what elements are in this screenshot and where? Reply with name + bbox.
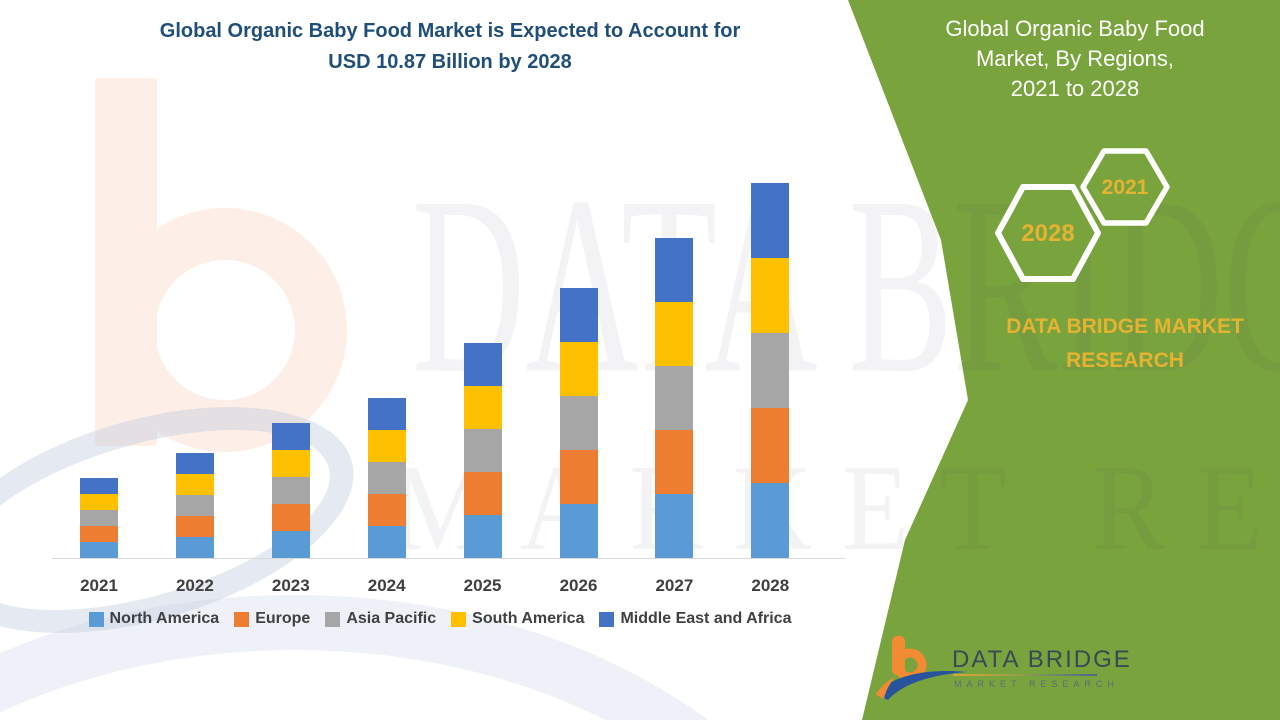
hexagon-2021 xyxy=(1080,148,1170,226)
legend-label-north-america: North America xyxy=(109,610,220,627)
x-axis-label-2023: 2023 xyxy=(271,576,310,595)
stacked-bar-2022 xyxy=(175,453,214,558)
legend-item-asia-pacific: Asia Pacific xyxy=(325,610,436,628)
segment-asia-pacific xyxy=(655,366,694,430)
legend-swatch-south-america xyxy=(451,611,467,627)
segment-middle-east-and-africa xyxy=(559,288,598,342)
segment-south-america xyxy=(559,342,598,396)
segment-europe xyxy=(463,472,502,515)
segment-europe xyxy=(271,504,310,531)
brand-text: DATA BRIDGE MARKET RESEARCH xyxy=(1006,315,1244,372)
segment-middle-east-and-africa xyxy=(271,423,310,450)
segment-asia-pacific xyxy=(751,333,790,408)
segment-middle-east-and-africa xyxy=(367,398,406,430)
data-bridge-logo-icon xyxy=(876,636,968,700)
segment-north-america xyxy=(175,537,214,558)
segment-asia-pacific xyxy=(559,396,598,450)
legend-swatch-asia-pacific xyxy=(325,611,341,627)
segment-north-america xyxy=(655,494,694,558)
segment-middle-east-and-africa xyxy=(175,453,214,474)
stacked-bar-2021 xyxy=(80,478,118,558)
segment-asia-pacific xyxy=(463,429,502,472)
green-panel-shape xyxy=(848,0,1280,720)
x-axis-label-2026: 2026 xyxy=(559,576,598,595)
stacked-bar-2025 xyxy=(463,343,502,558)
legend-label-asia-pacific: Asia Pacific xyxy=(346,610,437,627)
segment-asia-pacific xyxy=(271,477,310,504)
x-axis-line xyxy=(52,558,845,559)
stacked-bar-2024 xyxy=(367,398,406,558)
stacked-bar-2023 xyxy=(271,423,310,558)
segment-south-america xyxy=(655,302,694,366)
chart-title: Global Organic Baby Food Market is Expec… xyxy=(159,20,741,73)
x-axis-label-2022: 2022 xyxy=(175,576,214,595)
segment-south-america xyxy=(175,474,214,495)
legend-item-middle-east-and-africa: Middle East and Africa xyxy=(599,610,791,628)
segment-north-america xyxy=(751,483,790,558)
legend-label-middle-east-and-africa: Middle East and Africa xyxy=(620,610,792,627)
segment-europe xyxy=(751,408,790,483)
hexagon-2021-label: 2021 xyxy=(1102,176,1149,199)
segment-north-america xyxy=(559,504,598,558)
data-bridge-logo: DATA BRIDGE MARKET RESEARCH xyxy=(876,630,1256,710)
segment-south-america xyxy=(80,494,118,510)
legend-swatch-middle-east-and-africa xyxy=(599,611,615,627)
segment-north-america xyxy=(463,515,502,558)
hexagon-2028-label: 2028 xyxy=(1021,220,1074,247)
x-axis-label-2021: 2021 xyxy=(80,576,118,595)
segment-north-america xyxy=(367,526,406,558)
legend-swatch-north-america xyxy=(88,611,104,627)
segment-middle-east-and-africa xyxy=(655,238,694,302)
stacked-bar-2027 xyxy=(655,238,694,558)
stacked-bar-2028 xyxy=(751,183,790,558)
x-axis-label-2027: 2027 xyxy=(655,576,694,595)
segment-asia-pacific xyxy=(80,510,118,526)
segment-south-america xyxy=(751,258,790,333)
legend-label-europe: Europe xyxy=(255,610,311,627)
hexagon-2028 xyxy=(995,184,1101,282)
segment-south-america xyxy=(463,386,502,429)
segment-europe xyxy=(80,526,118,542)
segment-europe xyxy=(175,516,214,537)
logo-tagline: MARKET RESEARCH xyxy=(954,679,1119,689)
legend-item-europe: Europe xyxy=(234,610,310,628)
year-hexagons: 2028 2021 xyxy=(995,148,1170,282)
segment-middle-east-and-africa xyxy=(80,478,118,494)
segment-europe xyxy=(559,450,598,504)
segment-asia-pacific xyxy=(367,462,406,494)
legend-swatch-europe xyxy=(234,611,250,627)
legend-item-north-america: North America xyxy=(88,610,220,628)
segment-south-america xyxy=(367,430,406,462)
segment-europe xyxy=(655,430,694,494)
segment-north-america xyxy=(80,542,118,558)
segment-middle-east-and-africa xyxy=(463,343,502,386)
x-axis-label-2024: 2024 xyxy=(367,576,406,595)
panel-title: Global Organic Baby Food Market, By Regi… xyxy=(945,16,1205,101)
stacked-bar-2026 xyxy=(559,288,598,558)
logo-name: DATA BRIDGE xyxy=(952,646,1132,673)
legend-item-south-america: South America xyxy=(451,610,584,628)
x-axis-label-2025: 2025 xyxy=(463,576,502,595)
segment-asia-pacific xyxy=(175,495,214,516)
x-axis-label-2028: 2028 xyxy=(751,576,790,595)
legend-label-south-america: South America xyxy=(472,610,585,627)
legend: North America Europe Asia Pacific South Ame… xyxy=(45,610,835,628)
segment-middle-east-and-africa xyxy=(751,183,790,258)
segment-south-america xyxy=(271,450,310,477)
segment-europe xyxy=(367,494,406,526)
watermark-text-tagline: MARKET RESEARCH xyxy=(392,439,1280,576)
logo-divider xyxy=(953,674,1097,676)
segment-north-america xyxy=(271,531,310,558)
